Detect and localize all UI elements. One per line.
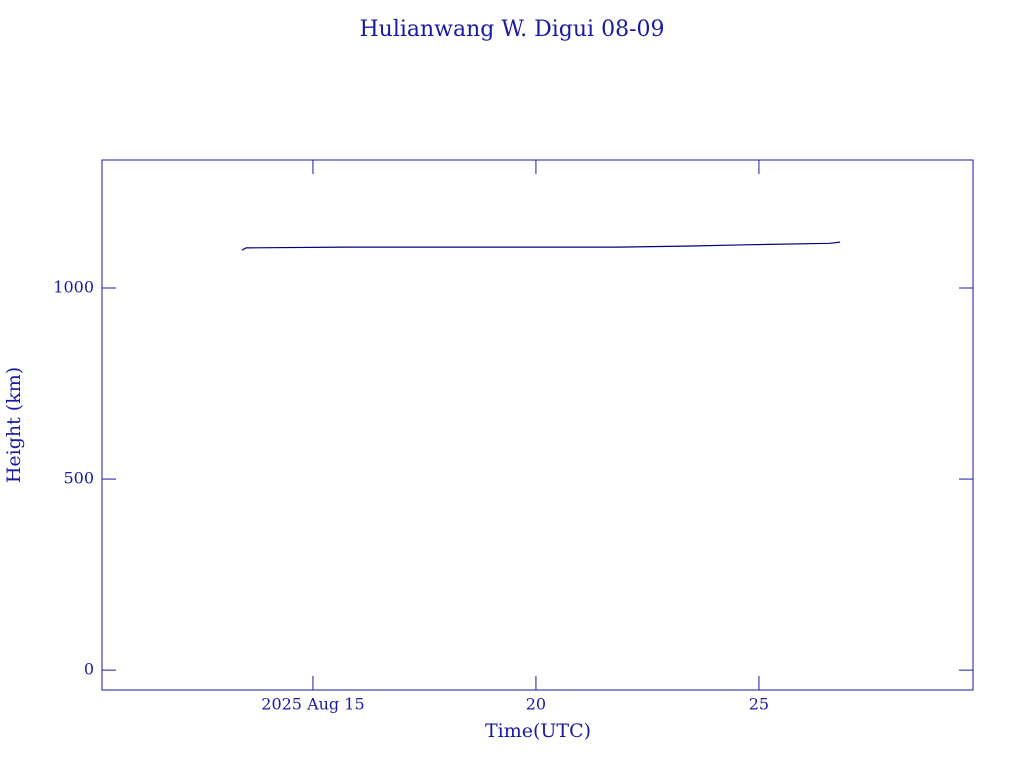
y-tick-label: 1000 (53, 278, 94, 297)
chart-title: Hulianwang W. Digui 08-09 (359, 17, 664, 42)
y-axis-label: Height (km) (3, 367, 25, 483)
data-line (241, 241, 841, 251)
x-tick-label: 2025 Aug 15 (261, 695, 364, 714)
x-axis-label: Time(UTC) (485, 720, 591, 742)
plot-frame (101, 159, 974, 691)
y-tick-label: 0 (84, 660, 94, 679)
x-tick-label: 20 (526, 695, 546, 714)
y-tick-label: 500 (63, 469, 94, 488)
x-tick-label: 25 (749, 695, 769, 714)
